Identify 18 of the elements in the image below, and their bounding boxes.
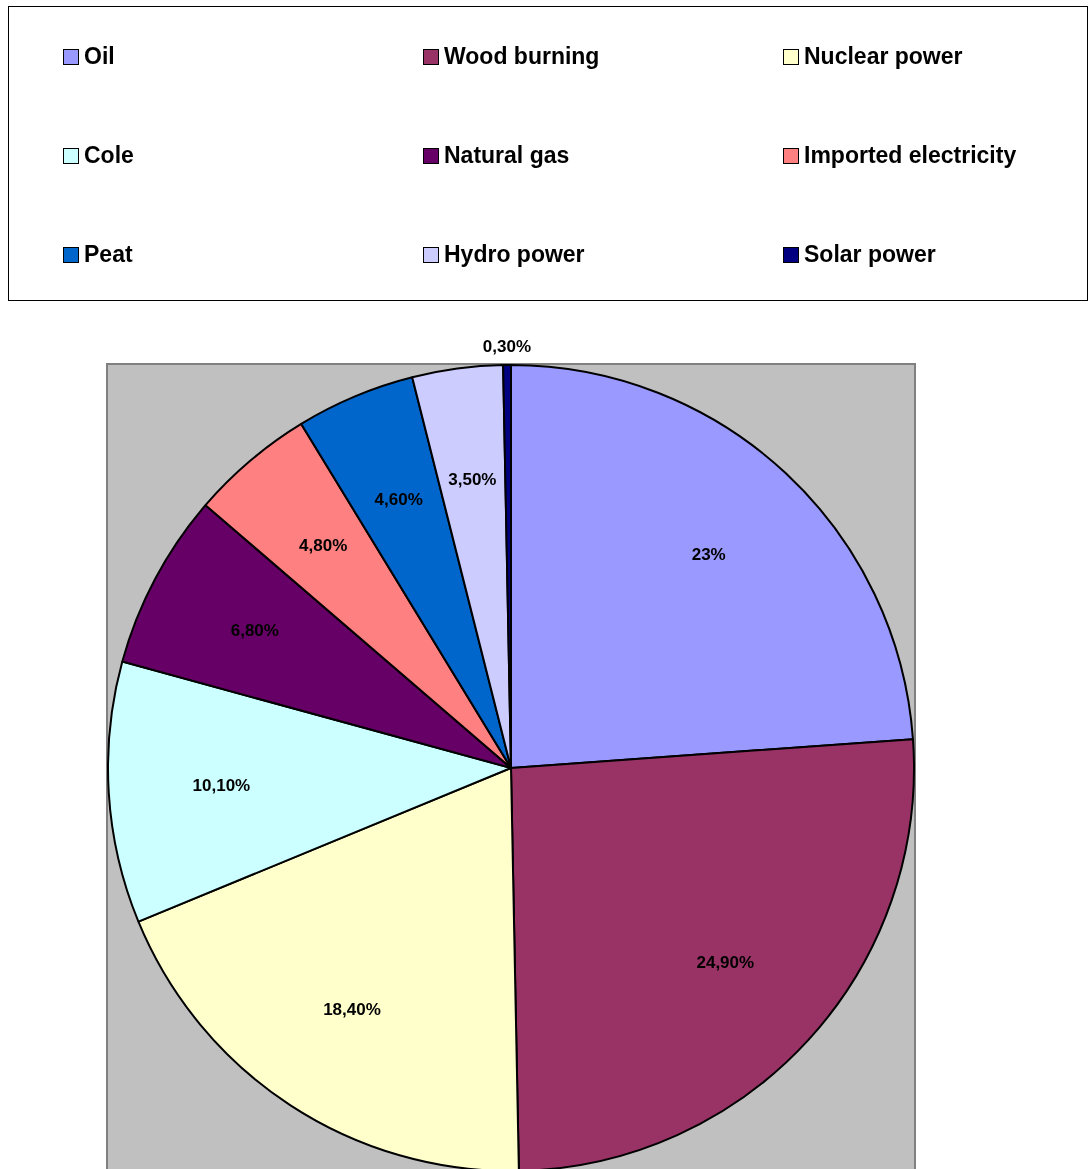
data-label: 24,90% [696,953,755,973]
data-label: 10,10% [192,775,251,795]
legend-label: Imported electricity [804,142,1017,169]
legend-label: Oil [84,43,115,70]
legend-label: Cole [84,142,134,169]
data-label: 3,50% [448,470,497,490]
data-label: 18,40% [323,1000,381,1020]
data-label: 6,80% [230,621,279,641]
legend-label: Solar power [804,241,936,268]
legend-label: Nuclear power [804,43,963,70]
data-label: 0,30% [482,336,531,356]
legend-label: Peat [84,241,133,268]
data-label: 4,60% [374,490,423,510]
data-label: 23% [691,545,726,565]
legend-label: Wood burning [444,43,600,70]
legend-label: Natural gas [444,142,570,169]
legend-label: Hydro power [444,241,585,268]
data-label: 4,80% [299,536,348,556]
